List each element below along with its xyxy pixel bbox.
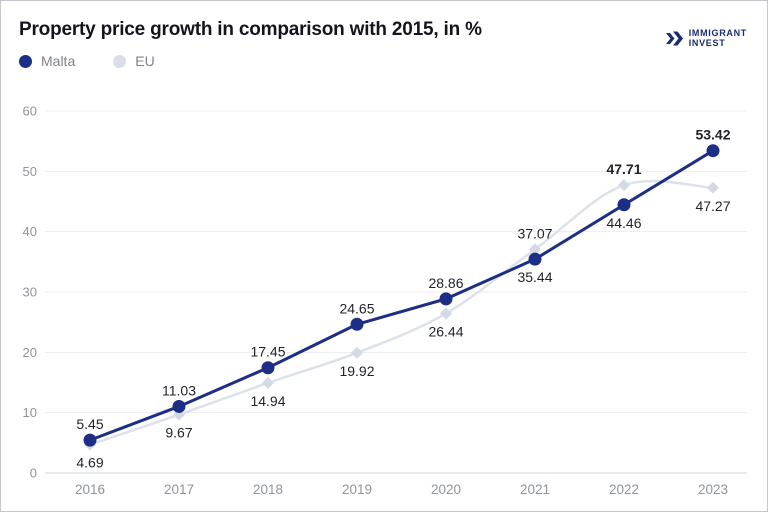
brand-logo: IMMIGRANT INVEST <box>665 28 747 49</box>
malta-point <box>172 399 186 413</box>
chart-legend: Malta EU <box>19 53 155 69</box>
y-tick-label: 30 <box>23 285 37 300</box>
x-tick-label: 2020 <box>431 482 461 497</box>
eu-point <box>529 243 541 256</box>
value-label: 37.07 <box>517 225 552 241</box>
y-tick-label: 40 <box>23 224 37 239</box>
value-label: 11.03 <box>162 382 196 398</box>
brand-logo-line1: IMMIGRANT <box>688 28 747 38</box>
double-chevron-icon <box>665 31 683 46</box>
value-label: 47.71 <box>606 161 641 177</box>
value-label: 17.45 <box>250 344 285 360</box>
value-label: 24.65 <box>339 300 374 316</box>
x-tick-label: 2023 <box>698 482 728 497</box>
eu-point <box>707 181 719 194</box>
legend-dot-eu <box>113 54 127 68</box>
value-label: 14.94 <box>250 393 285 409</box>
brand-logo-text: IMMIGRANT INVEST <box>688 28 747 49</box>
y-tick-label: 20 <box>23 345 37 360</box>
legend-label-eu: EU <box>135 53 155 69</box>
eu-point <box>351 346 363 359</box>
value-label: 4.69 <box>76 455 103 471</box>
value-label: 19.92 <box>339 363 374 379</box>
malta-point <box>617 198 631 212</box>
value-label: 53.42 <box>695 127 730 143</box>
eu-point <box>262 376 274 389</box>
y-tick-label: 60 <box>23 104 37 119</box>
legend-item-malta: Malta <box>19 53 75 69</box>
value-label: 47.27 <box>695 198 730 214</box>
y-tick-label: 0 <box>30 466 37 481</box>
chart-title: Property price growth in comparison with… <box>19 19 482 40</box>
x-tick-label: 2022 <box>609 482 639 497</box>
eu-line <box>88 179 715 446</box>
eu-point <box>440 307 452 320</box>
brand-logo-line2: INVEST <box>688 37 726 48</box>
x-tick-label: 2019 <box>342 482 372 497</box>
value-label: 5.45 <box>76 416 103 432</box>
value-label: 44.46 <box>606 215 641 231</box>
eu-point <box>618 179 630 192</box>
legend-item-eu: EU <box>113 53 155 69</box>
malta-point <box>261 361 275 375</box>
malta-point <box>528 252 542 266</box>
x-tick-label: 2018 <box>253 482 283 497</box>
malta-point <box>350 317 364 331</box>
malta-point <box>83 433 97 447</box>
legend-label-malta: Malta <box>41 53 76 69</box>
legend-dot-malta <box>19 54 32 68</box>
value-label: 9.67 <box>165 425 192 441</box>
value-label: 35.44 <box>517 269 552 285</box>
malta-line <box>88 149 715 442</box>
value-label: 26.44 <box>428 323 463 339</box>
malta-point <box>439 292 453 306</box>
malta-point <box>706 144 720 158</box>
x-tick-label: 2021 <box>520 482 550 497</box>
y-tick-label: 50 <box>23 164 37 179</box>
value-label: 28.86 <box>428 275 463 291</box>
x-tick-label: 2017 <box>164 482 194 497</box>
y-tick-label: 10 <box>23 405 37 420</box>
x-tick-label: 2016 <box>75 482 105 497</box>
